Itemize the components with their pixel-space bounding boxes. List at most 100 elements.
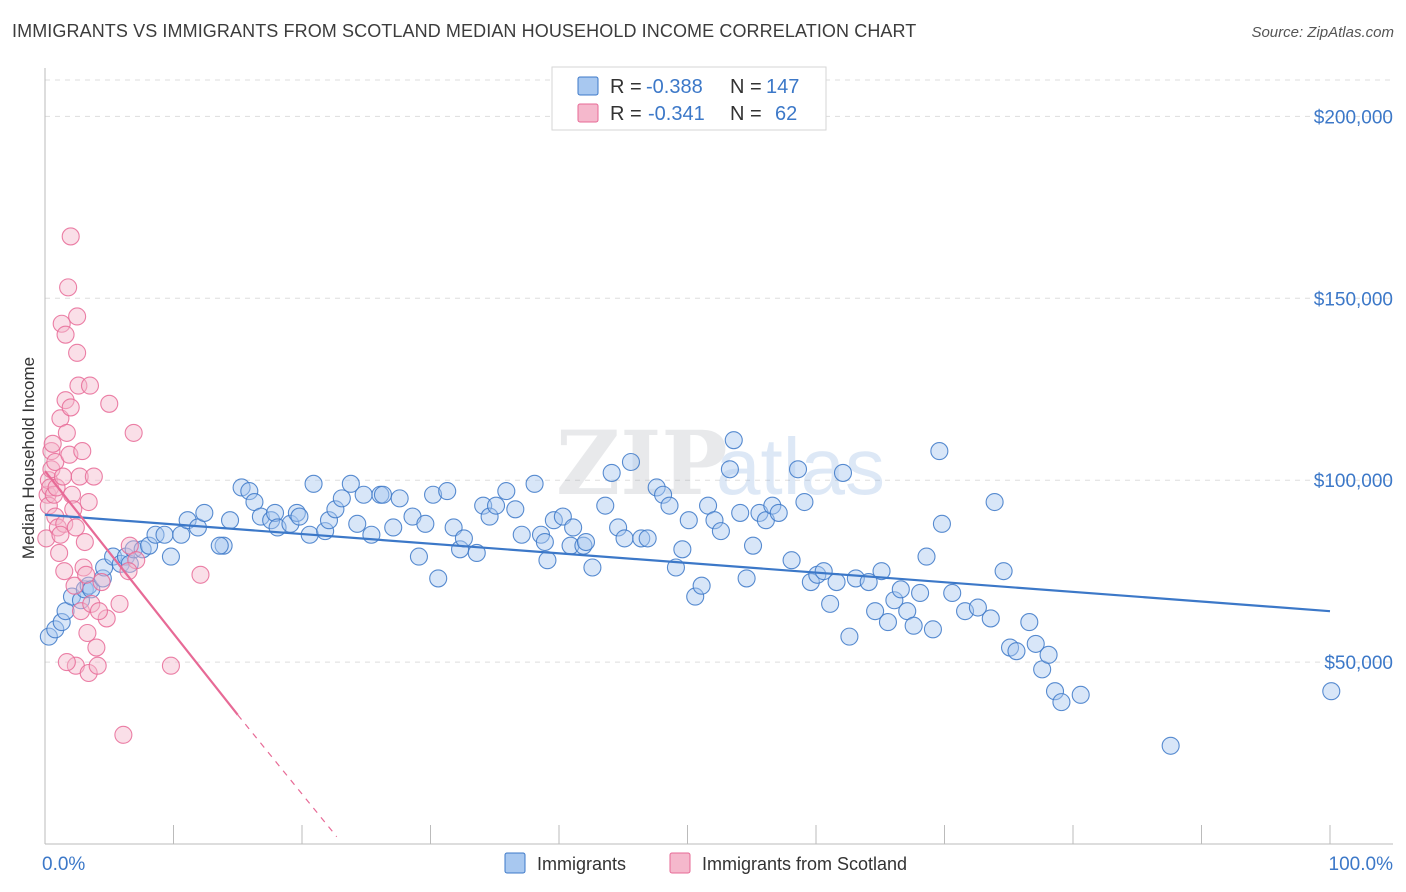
immigrants-point xyxy=(891,580,910,599)
immigrants-point xyxy=(474,496,493,515)
immigrants-point xyxy=(583,558,602,577)
immigrants-point xyxy=(737,569,756,588)
immigrants-point xyxy=(46,620,65,639)
immigrants-point xyxy=(1020,613,1039,632)
immigrants-point xyxy=(1026,634,1045,653)
immigrants-point xyxy=(332,489,351,508)
scotland-point xyxy=(75,532,94,552)
scotland-point xyxy=(77,565,96,584)
immigrants-point xyxy=(1322,682,1341,701)
immigrants-point xyxy=(932,514,951,533)
immigrants-point xyxy=(564,518,583,537)
series-legend: Immigrants Immigrants from Scotland xyxy=(504,852,907,874)
immigrants-point xyxy=(917,547,936,566)
scotland-point xyxy=(56,325,75,344)
immigrants-point xyxy=(512,525,531,544)
immigrants-point xyxy=(1007,642,1026,661)
scotland-point xyxy=(82,594,101,613)
scotland-point xyxy=(119,562,138,581)
scotland-point xyxy=(68,307,87,326)
immigrants-point xyxy=(686,587,705,606)
scotland-point xyxy=(71,602,91,621)
gridlines xyxy=(45,79,1393,663)
scotland-point xyxy=(65,576,84,595)
watermark-atlas: atlas xyxy=(716,422,885,511)
scotland-point xyxy=(88,656,107,675)
immigrants-point xyxy=(632,529,651,548)
legend-n-scotland: 62 xyxy=(775,103,797,125)
immigrants-point xyxy=(214,536,233,555)
y-tick-label: $50,000 xyxy=(1324,653,1393,674)
x-tick-label-end: 100.0% xyxy=(1329,854,1394,875)
immigrants-point xyxy=(384,518,403,537)
immigrants-point xyxy=(467,543,486,563)
immigrants-point xyxy=(354,485,373,504)
immigrants-point xyxy=(140,536,159,555)
scotland-point xyxy=(110,594,129,613)
scotland-point xyxy=(74,558,93,577)
immigrants-point xyxy=(609,518,628,537)
immigrants-point xyxy=(985,492,1004,512)
immigrants-point xyxy=(486,496,506,515)
immigrants-point xyxy=(638,529,657,548)
series-legend-label-scotland: Immigrants from Scotland xyxy=(702,854,907,874)
scotland-point xyxy=(191,565,210,584)
immigrants-point xyxy=(596,496,615,515)
y-tick-label: $150,000 xyxy=(1314,289,1393,310)
series-legend-swatch-immigrants xyxy=(504,852,526,874)
chart-title: IMMIGRANTS VS IMMIGRANTS FROM SCOTLAND M… xyxy=(12,21,917,41)
series-legend-label-immigrants: Immigrants xyxy=(537,854,626,874)
immigrants-point xyxy=(195,503,214,522)
immigrants-point xyxy=(885,591,904,610)
immigrants-point xyxy=(544,511,563,530)
immigrants-point xyxy=(724,431,743,450)
immigrants-point xyxy=(1045,682,1065,701)
legend-r-immigrants: -0.388 xyxy=(646,76,703,98)
immigrants-point xyxy=(535,532,554,552)
immigrants-point xyxy=(341,474,360,493)
scotland-point xyxy=(57,653,76,672)
immigrants-point xyxy=(821,594,840,613)
immigrants-point xyxy=(416,514,435,533)
immigrants-point xyxy=(981,609,1000,628)
immigrants-point xyxy=(576,532,596,552)
immigrants-point xyxy=(1071,685,1090,704)
immigrants-point xyxy=(866,602,885,621)
immigrants-point xyxy=(424,485,443,504)
scotland-point xyxy=(39,471,58,490)
immigrants-point xyxy=(265,503,285,522)
immigrants-point xyxy=(833,463,853,482)
immigrants-point xyxy=(1161,736,1180,755)
scotland-point xyxy=(59,278,78,297)
immigrants-point xyxy=(290,507,309,526)
immigrants-point xyxy=(782,551,801,570)
immigrants-trend-line xyxy=(44,513,1331,613)
y-tick-label: $100,000 xyxy=(1314,471,1393,492)
scotland-points xyxy=(37,227,210,744)
immigrants-point xyxy=(763,496,782,515)
immigrants-point xyxy=(679,511,698,530)
immigrants-point xyxy=(621,452,641,472)
scotland-point xyxy=(124,423,143,442)
stats-legend: R = -0.388 N = 147 R = -0.341 N = 62 xyxy=(551,66,827,131)
immigrants-point xyxy=(615,529,634,548)
immigrants-point xyxy=(429,569,448,588)
scotland-point xyxy=(89,602,109,621)
immigrants-point xyxy=(673,540,692,559)
scotland-point xyxy=(79,492,98,512)
immigrants-point xyxy=(731,503,750,522)
scotland-point xyxy=(42,442,61,461)
scotland-point xyxy=(70,467,89,486)
immigrants-point xyxy=(1052,693,1071,712)
scotland-point xyxy=(37,529,56,548)
immigrants-point xyxy=(923,620,942,639)
immigrants-point xyxy=(497,482,516,501)
immigrants-point xyxy=(390,489,409,508)
immigrants-point xyxy=(602,463,621,482)
legend-swatch-scotland xyxy=(577,103,599,123)
scotland-point xyxy=(84,467,103,486)
scotland-point xyxy=(51,525,70,544)
scotland-point xyxy=(61,227,80,246)
scotland-point xyxy=(79,663,98,683)
